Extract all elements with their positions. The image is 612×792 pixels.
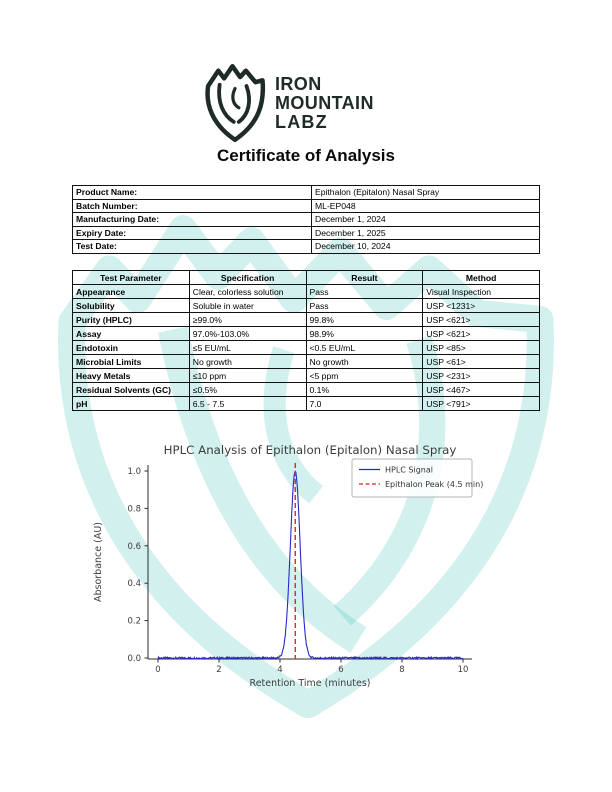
svg-text:10: 10 xyxy=(458,665,469,675)
test-value-cell: 0.1% xyxy=(305,382,424,397)
column-header: Method xyxy=(422,270,540,285)
test-parameter-cell: Purity (HPLC) xyxy=(72,312,190,327)
table-row: Assay 97.0%-103.0% 98.9% USP <621> xyxy=(72,326,540,341)
test-value-cell: Pass xyxy=(305,284,424,299)
table-row: Purity (HPLC) ≥99.0% 99.8% USP <621> xyxy=(72,312,540,327)
table-row: Test Date: December 10, 2024 xyxy=(72,239,540,254)
table-row: Solubility Soluble in water Pass USP <1231> xyxy=(72,298,540,313)
logo-line-3: LABZ xyxy=(275,111,328,132)
table-row: pH 6.5 - 7.5 7.0 USP <791> xyxy=(72,396,540,411)
table-row: Manufacturing Date: December 1, 2024 xyxy=(72,212,540,227)
test-parameter-cell: Endotoxin xyxy=(72,340,190,355)
test-value-cell: 6.5 - 7.5 xyxy=(188,396,307,411)
table-row: Product Name: Epithalon (Epitalon) Nasal … xyxy=(72,185,540,200)
test-parameter-cell: Heavy Metals xyxy=(72,368,190,383)
test-value-cell: ≤5 EU/mL xyxy=(188,340,307,355)
svg-text:0.8: 0.8 xyxy=(127,504,141,514)
svg-text:Absorbance (AU): Absorbance (AU) xyxy=(93,522,104,602)
column-header: Specification xyxy=(188,270,307,285)
test-value-cell: 7.0 xyxy=(305,396,424,411)
test-value-cell: USP <621> xyxy=(422,326,540,341)
svg-text:0.4: 0.4 xyxy=(127,579,141,589)
company-logo: IRON MOUNTAIN LABZ xyxy=(203,62,374,144)
logo-line-2: MOUNTAIN xyxy=(275,92,374,113)
table-row: Endotoxin ≤5 EU/mL <0.5 EU/mL USP <85> xyxy=(72,340,540,355)
mountain-shield-icon xyxy=(205,63,266,143)
field-label: Test Date: xyxy=(72,239,312,254)
test-value-cell: USP <791> xyxy=(422,396,540,411)
test-parameter-cell: pH xyxy=(72,396,190,411)
svg-text:1.0: 1.0 xyxy=(127,467,141,477)
test-parameter-cell: Assay xyxy=(72,326,190,341)
test-value-cell: ≥99.0% xyxy=(188,312,307,327)
test-value-cell: USP <1231> xyxy=(422,298,540,313)
test-value-cell: USP <467> xyxy=(422,382,540,397)
svg-text:8: 8 xyxy=(399,665,404,675)
test-parameter-cell: Appearance xyxy=(72,284,190,299)
field-value: December 1, 2024 xyxy=(311,212,540,227)
field-value: December 10, 2024 xyxy=(311,239,540,254)
page-title: Certificate of Analysis xyxy=(217,146,395,165)
field-value: ML-EP048 xyxy=(311,198,540,213)
test-value-cell: No growth xyxy=(305,354,424,369)
table-row: Appearance Clear, colorless solution Pass V… xyxy=(72,284,540,299)
test-value-cell: USP <61> xyxy=(422,354,540,369)
test-value-cell: No growth xyxy=(188,354,307,369)
field-label: Product Name: xyxy=(72,185,312,200)
svg-text:4: 4 xyxy=(277,665,282,675)
hplc-chart-svg: HPLC Analysis of Epithalon (Epitalon) Na… xyxy=(93,443,483,689)
test-value-cell: 98.9% xyxy=(305,326,424,341)
test-value-cell: 97.0%-103.0% xyxy=(188,326,307,341)
svg-text:HPLC Signal: HPLC Signal xyxy=(385,466,433,475)
product-info-table: Product Name: Epithalon (Epitalon) Nasal … xyxy=(72,185,540,254)
test-value-cell: USP <85> xyxy=(422,340,540,355)
table-row: Heavy Metals ≤10 ppm <5 ppm USP <231> xyxy=(72,368,540,383)
svg-text:0.2: 0.2 xyxy=(127,617,141,627)
field-label: Manufacturing Date: xyxy=(72,212,312,227)
table-row: Expiry Date: December 1, 2025 xyxy=(72,225,540,240)
test-value-cell: USP <231> xyxy=(422,368,540,383)
svg-text:HPLC Analysis of Epithalon (Ep: HPLC Analysis of Epithalon (Epitalon) Na… xyxy=(164,443,457,457)
table-row: Residual Solvents (GC) ≤0.5% 0.1% USP <467> xyxy=(72,382,540,397)
test-value-cell: 99.8% xyxy=(305,312,424,327)
test-value-cell: USP <621> xyxy=(422,312,540,327)
hplc-chromatogram: HPLC Analysis of Epithalon (Epitalon) Na… xyxy=(88,438,508,710)
test-parameter-cell: Solubility xyxy=(72,298,190,313)
svg-text:2: 2 xyxy=(216,665,221,675)
table-header-row: Test Parameter Specification Result Method xyxy=(72,270,540,285)
test-value-cell: Soluble in water xyxy=(188,298,307,313)
field-value: December 1, 2025 xyxy=(311,225,540,240)
logo-line-1: IRON xyxy=(275,73,322,94)
svg-text:Retention Time (minutes): Retention Time (minutes) xyxy=(250,678,371,689)
column-header: Result xyxy=(305,270,424,285)
field-label: Batch Number: xyxy=(72,198,312,213)
test-parameter-cell: Residual Solvents (GC) xyxy=(72,382,190,397)
test-value-cell: Clear, colorless solution xyxy=(188,284,307,299)
chart-legend: HPLC Signal Epithalon Peak (4.5 min) xyxy=(351,458,483,498)
test-value-cell: Visual Inspection xyxy=(422,284,540,299)
test-value-cell: Pass xyxy=(305,298,424,313)
test-parameter-cell: Microbial Limits xyxy=(72,354,190,369)
table-row: Batch Number: ML-EP048 xyxy=(72,198,540,213)
test-value-cell: <5 ppm xyxy=(305,368,424,383)
test-value-cell: ≤10 ppm xyxy=(188,368,307,383)
column-header: Test Parameter xyxy=(72,270,190,285)
field-value: Epithalon (Epitalon) Nasal Spray xyxy=(311,185,540,200)
svg-text:6: 6 xyxy=(338,665,343,675)
field-label: Expiry Date: xyxy=(72,225,312,240)
svg-text:0.6: 0.6 xyxy=(127,542,141,552)
table-row: Microbial Limits No growth No growth USP <6… xyxy=(72,354,540,369)
svg-text:Epithalon Peak (4.5 min): Epithalon Peak (4.5 min) xyxy=(385,480,483,489)
svg-text:0.0: 0.0 xyxy=(127,654,141,664)
test-value-cell: <0.5 EU/mL xyxy=(305,340,424,355)
svg-text:0: 0 xyxy=(155,665,160,675)
company-name: IRON MOUNTAIN LABZ xyxy=(275,73,374,132)
test-value-cell: ≤0.5% xyxy=(188,382,307,397)
test-results-table: Test Parameter Specification Result Method … xyxy=(72,270,540,411)
